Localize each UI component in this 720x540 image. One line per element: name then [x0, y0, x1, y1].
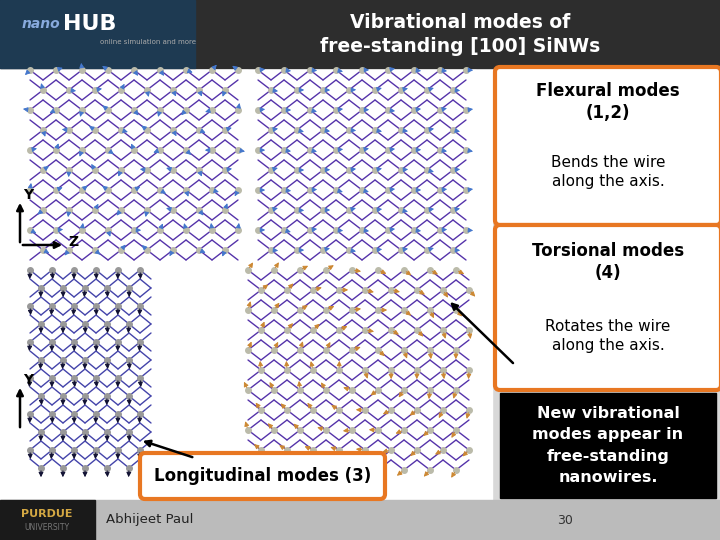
Text: 30: 30: [557, 514, 573, 526]
Text: free-standing [100] SiNWs: free-standing [100] SiNWs: [320, 37, 600, 57]
Text: Longitudinal modes (3): Longitudinal modes (3): [154, 467, 371, 485]
Text: New vibrational
modes appear in
free-standing
nanowires.: New vibrational modes appear in free-sta…: [532, 407, 683, 484]
Bar: [0, 0, 720, 68]
Text: Flexural modes
(1,2): Flexural modes (1,2): [536, 82, 680, 122]
Bar: [0, 0, 195, 68]
FancyBboxPatch shape: [495, 67, 720, 225]
Bar: [258, 70, 476, 265]
Text: Rotates the wire
along the axis.: Rotates the wire along the axis.: [545, 319, 671, 353]
Text: Bends the wire
along the axis.: Bends the wire along the axis.: [551, 154, 665, 190]
Bar: [0, 68, 492, 500]
Text: PURDUE: PURDUE: [22, 509, 73, 519]
Text: Torsional modes
(4): Torsional modes (4): [532, 242, 684, 282]
Text: HUB: HUB: [63, 14, 117, 34]
Text: online simulation and more: online simulation and more: [100, 39, 196, 45]
Text: Y: Y: [23, 373, 33, 387]
Bar: [30, 70, 248, 265]
Bar: [0, 500, 720, 540]
Text: nano: nano: [22, 17, 60, 31]
Bar: [0, 68, 720, 540]
Text: Z: Z: [68, 235, 78, 249]
Text: Y: Y: [23, 188, 33, 202]
FancyBboxPatch shape: [495, 225, 720, 390]
Text: Abhijeet Paul: Abhijeet Paul: [107, 514, 194, 526]
Bar: [30, 270, 150, 470]
Text: UNIVERSITY: UNIVERSITY: [24, 523, 70, 532]
FancyBboxPatch shape: [140, 453, 385, 499]
Text: Vibrational modes of: Vibrational modes of: [350, 12, 570, 31]
Bar: [0, 500, 95, 540]
Bar: [500, 393, 716, 498]
Bar: [248, 270, 478, 470]
